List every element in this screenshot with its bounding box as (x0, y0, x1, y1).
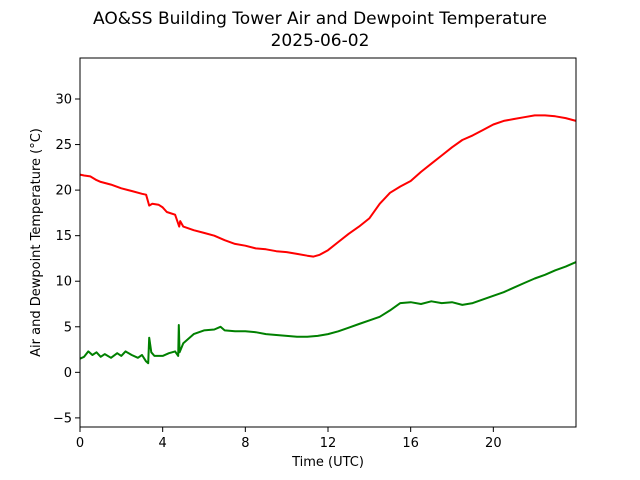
x-tick-label: 20 (485, 436, 502, 451)
chart-subtitle: 2025-06-02 (271, 31, 370, 51)
x-tick-label: 12 (320, 436, 337, 451)
x-tick-label: 16 (402, 436, 419, 451)
y-axis: −5 0 5 10 15 20 25 30 (53, 93, 80, 426)
x-axis-label: Time (UTC) (291, 455, 364, 470)
chart-title: AO&SS Building Tower Air and Dewpoint Te… (93, 9, 547, 29)
y-tick-label: 5 (64, 320, 72, 335)
y-tick-label: −5 (53, 411, 72, 426)
y-tick-label: 30 (55, 93, 72, 108)
series-layer (79, 114, 577, 365)
y-tick-label: 10 (55, 275, 72, 290)
y-tick-label: 15 (55, 229, 72, 244)
x-tick-label: 4 (159, 436, 167, 451)
y-axis-label: Air and Dewpoint Temperature (°C) (29, 128, 44, 357)
series-1-line (79, 261, 577, 365)
series-0-line (79, 114, 577, 258)
x-axis: 0 4 8 12 16 20 (76, 427, 502, 451)
y-tick-label: 0 (64, 366, 72, 381)
x-tick-label: 8 (241, 436, 249, 451)
y-tick-label: 20 (55, 184, 72, 199)
x-tick-label: 0 (76, 436, 84, 451)
y-tick-label: 25 (55, 138, 72, 153)
